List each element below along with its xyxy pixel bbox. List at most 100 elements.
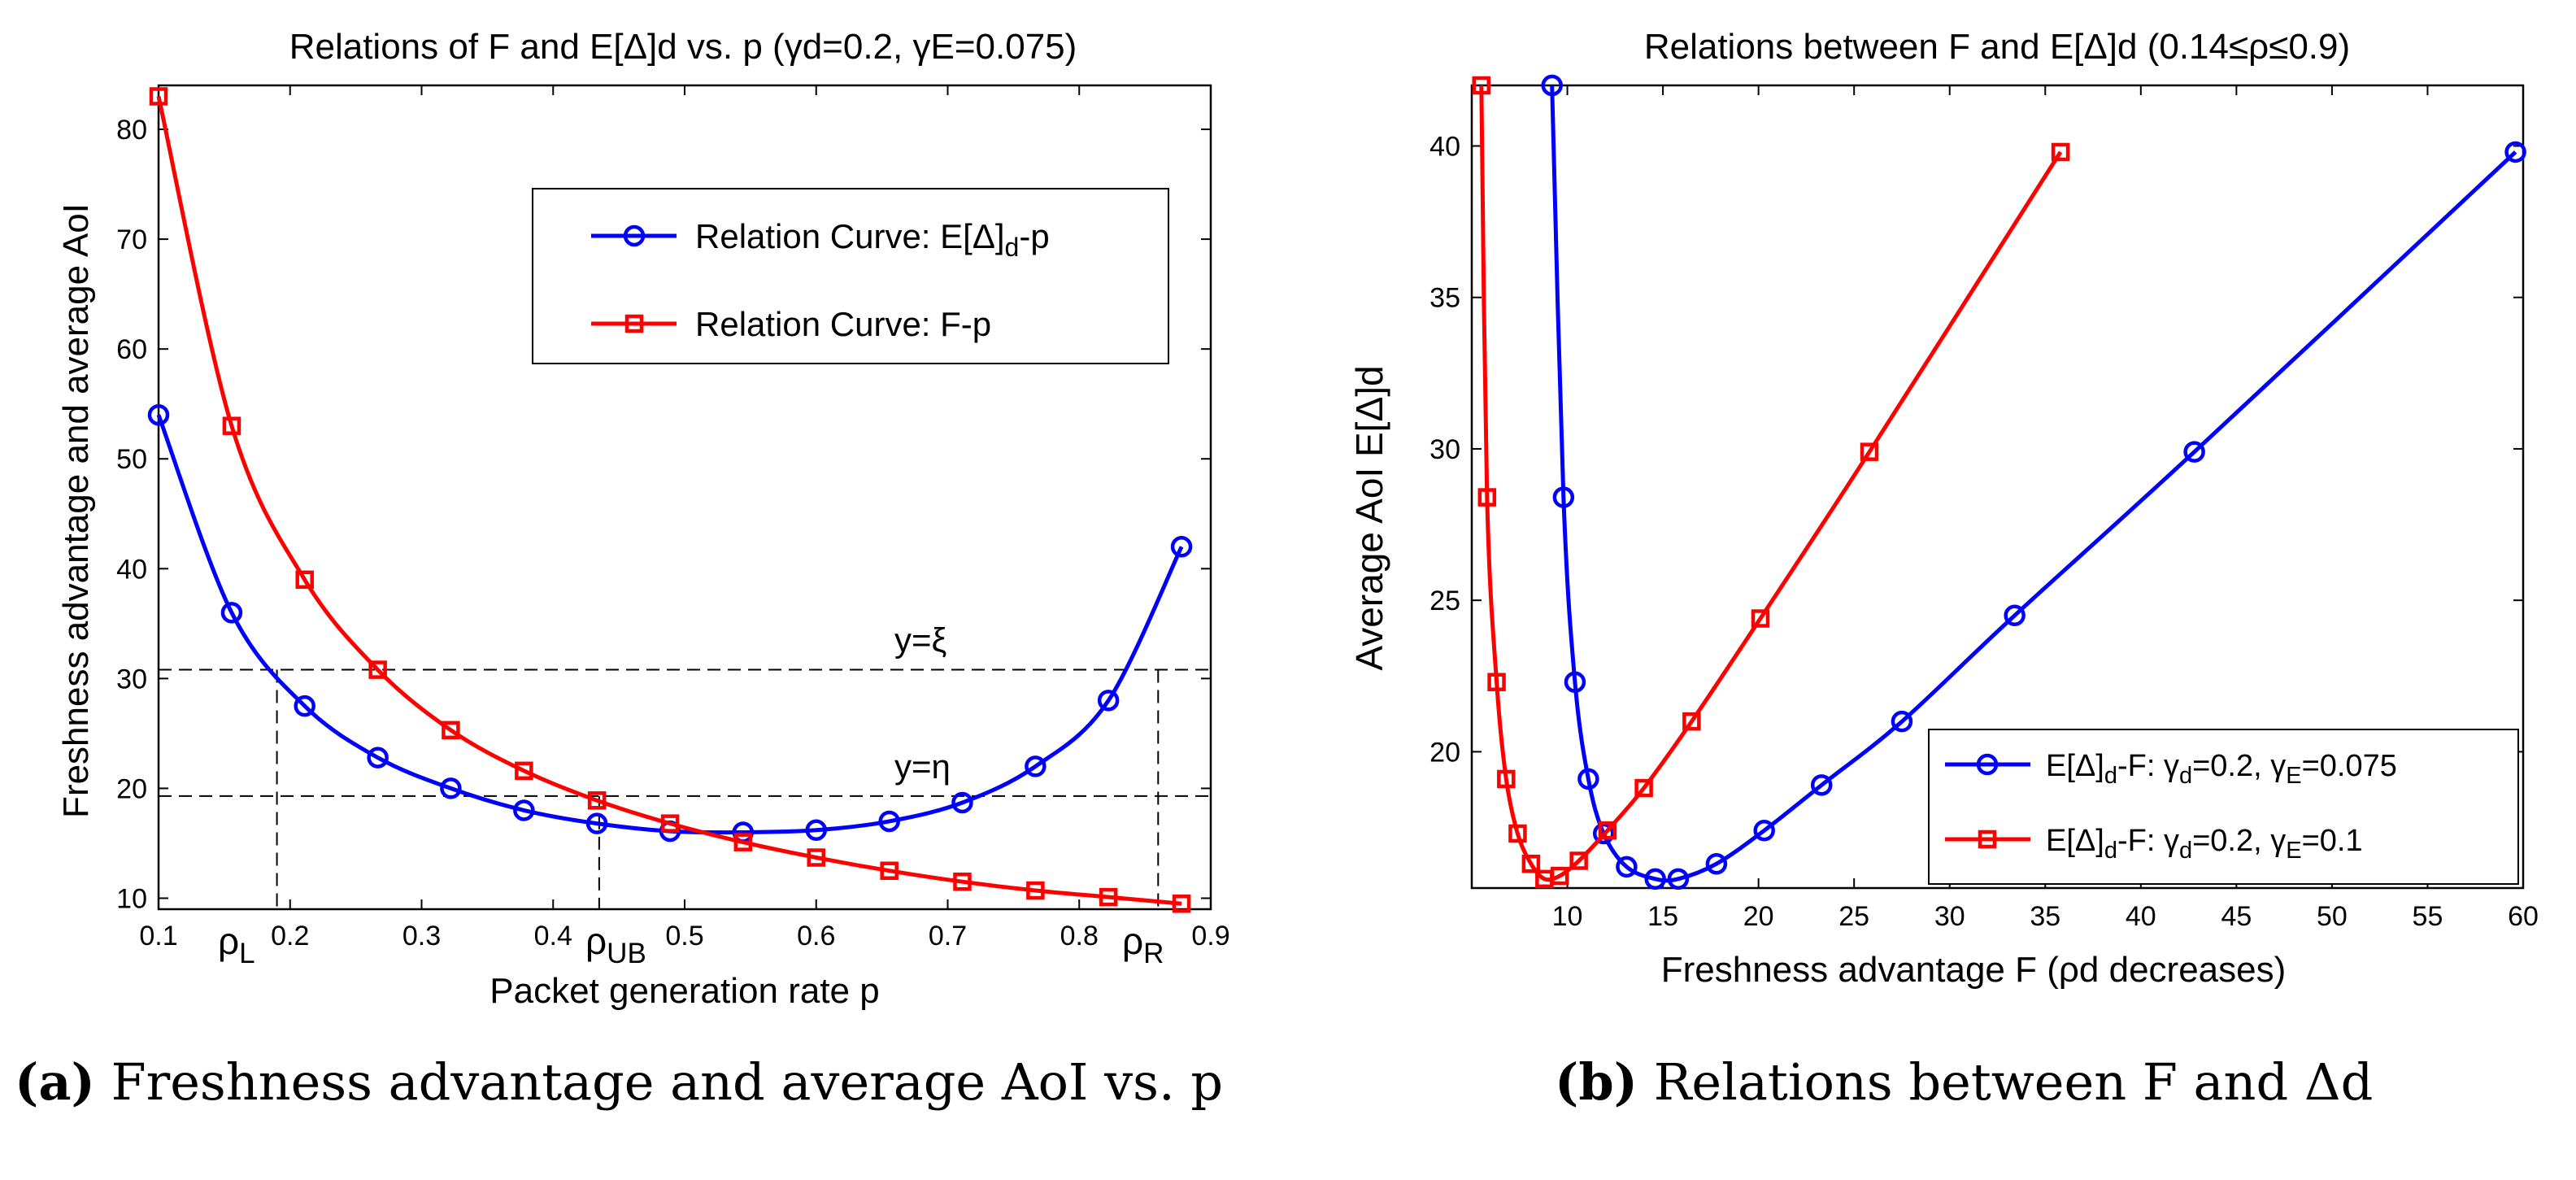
chart-b-title: Relations between F and E[Δ]d (0.14≤ρ≤0.… <box>1644 27 2350 67</box>
chart-b-xtick-label: 45 <box>2221 901 2252 932</box>
chart-a-ytick-label: 60 <box>116 334 147 365</box>
chart-b-ytick-label: 25 <box>1429 586 1460 616</box>
chart-b-ylabel: Average AoI E[Δ]d <box>1348 365 1390 670</box>
chart-b-legend-box <box>1928 729 2519 885</box>
caption-b-label: (b) <box>1555 1052 1638 1112</box>
chart-b-xtick-label: 15 <box>1647 901 1678 932</box>
chart-b-legend-label: E[Δ]d-F: γd=0.2, γE=0.075 <box>2046 749 2397 789</box>
chart-b-series-red-point <box>1860 442 1879 461</box>
chart-a-series-freshness-point <box>587 791 607 810</box>
chart-b-ytick-label: 20 <box>1429 737 1460 768</box>
chart-a-xtick-label: 0.6 <box>797 921 835 951</box>
chart-b-xtick-label: 20 <box>1743 901 1774 932</box>
chart-b-legend-marker <box>1978 829 1997 849</box>
chart-a-series-aoi-point <box>585 812 608 834</box>
chart-b-series-blue-point <box>1577 768 1599 790</box>
chart-b-series-blue-point <box>1552 486 1575 508</box>
chart-a-series-freshness-point <box>733 833 753 851</box>
chart-b-series-blue-point <box>1705 852 1728 875</box>
chart-b-series-red-point <box>1472 76 1491 95</box>
chart-a-reference-label: y=ξ <box>894 621 946 660</box>
chart-a-xtick-label: 0.4 <box>534 921 572 951</box>
chart-b-series-red-point <box>1598 821 1617 840</box>
chart-a-legend-marker <box>624 314 644 333</box>
chart-a-xtick-label: 0.5 <box>665 921 703 951</box>
chart-b-xtick-label: 25 <box>1838 901 1869 932</box>
chart-a-series-freshness-point <box>222 416 242 435</box>
chart-b-xtick-label: 50 <box>2317 901 2348 932</box>
chart-a-series-freshness-point <box>807 848 825 867</box>
chart-a-title: Relations of F and E[Δ]d vs. p (γd=0.2, … <box>289 27 1077 67</box>
chart-a-legend: Relation Curve: E[Δ]d-p Relation Curve: F… <box>532 188 1169 364</box>
chart-a-xtick-label: 0.8 <box>1060 921 1099 951</box>
chart-b-series-red-point <box>1634 778 1653 798</box>
chart-a-reference-label: y=η <box>894 747 951 786</box>
chart-b-series-blue-line <box>1550 85 2517 883</box>
chart-b-ytick-label: 35 <box>1429 283 1460 314</box>
chart-b-series-red-point <box>1497 769 1516 789</box>
caption-a-text: Freshness advantage and average AoI vs. … <box>111 1052 1224 1112</box>
chart-a-xtick-label: 0.1 <box>139 921 177 951</box>
chart-a-rho-R-label: ρR <box>1122 920 1164 969</box>
chart-a-ytick-label: 80 <box>116 115 147 146</box>
chart-b-xtick-label: 55 <box>2413 901 2443 932</box>
chart-b-series-blue-point <box>1644 868 1666 890</box>
chart-b-series-red-point <box>1682 712 1701 731</box>
caption-a: (a) Freshness advantage and average AoI … <box>15 1057 1223 1108</box>
chart-a-rho-L-label: ρL <box>218 920 255 969</box>
chart-a-legend-label: Relation Curve: F-p <box>695 305 991 343</box>
chart-b-series-blue-point <box>1753 819 1775 842</box>
chart-b-series-red-point <box>1751 609 1770 628</box>
chart-a-series-aoi-point <box>1097 690 1120 712</box>
chart-a-xtick-label: 0.3 <box>402 921 441 951</box>
chart-a-series-freshness-point <box>515 761 533 781</box>
chart-b-legend-marker <box>1976 753 1999 776</box>
chart-a-ytick-label: 30 <box>116 664 147 695</box>
chart-a-series-aoi-point <box>440 777 462 799</box>
chart-b-series-red-point <box>1550 866 1569 886</box>
chart-a-series-aoi-point <box>513 799 535 821</box>
chart-b-series-red-point <box>1569 851 1588 870</box>
chart-a-ylabel: Freshness advantage and average AoI <box>56 203 96 818</box>
chart-a-series-aoi-point <box>147 403 170 426</box>
chart-b-legend: E[Δ]d-F: γd=0.2, γE=0.075 E[Δ]d-F: γd=0.2… <box>1928 729 2519 885</box>
chart-b-series-blue-point <box>1616 856 1638 878</box>
caption-a-label: (a) <box>15 1052 95 1112</box>
chart-a-series-freshness-point <box>442 721 460 740</box>
chart-b-series-blue-point <box>1541 74 1563 97</box>
chart-b-xlabel: Freshness advantage F (ρd decreases) <box>1661 950 2287 990</box>
chart-a-series-freshness-point <box>953 872 972 891</box>
chart-a-ytick-label: 10 <box>116 883 147 914</box>
chart-b-xtick-label: 30 <box>1934 901 1965 932</box>
chart-b-series-blue-point <box>2183 441 2205 463</box>
chart-a-xtick-label: 0.9 <box>1191 921 1229 951</box>
caption-b-text: Relations between F and Δd <box>1653 1052 2374 1112</box>
chart-a-xtick-label: 0.2 <box>271 921 309 951</box>
chart-a-series-aoi-point <box>1170 536 1193 558</box>
chart-a-ytick-label: 50 <box>116 444 147 475</box>
chart-b-series-blue-point <box>1891 710 1913 733</box>
chart-b-ytick-label: 40 <box>1429 131 1460 162</box>
chart-b-series-red-point <box>1521 854 1541 873</box>
chart-b-xtick-label: 10 <box>1552 901 1583 932</box>
chart-b-xtick-label: 60 <box>2508 901 2539 932</box>
chart-a-rho-UB-label: ρUB <box>585 920 646 969</box>
chart-a-series-freshness-point <box>660 814 680 833</box>
chart-a-series-aoi-point <box>805 819 827 842</box>
chart-a-ytick-label: 40 <box>116 554 147 585</box>
chart-b-xtick-label: 35 <box>2030 901 2060 932</box>
chart-b-xtick-label: 40 <box>2126 901 2156 932</box>
chart-a-legend-box <box>532 188 1169 364</box>
chart-b-series-red-line <box>1479 85 2063 882</box>
chart-a-plot: 0.1 0.2 0.3 0.4 0.5 0.6 0.7 0.8 0.9 10 20 30 40 50 60 7… <box>116 84 1230 969</box>
chart-b-series-blue-point <box>2504 141 2526 163</box>
chart-a-series-aoi-point <box>220 602 243 624</box>
chart-a-series-freshness-point <box>295 570 314 590</box>
chart-a-series-freshness-point <box>880 861 899 880</box>
chart-a-legend-marker <box>623 224 646 247</box>
chart-a-series-freshness-point <box>1172 894 1191 913</box>
chart-b-series-blue-point <box>2004 604 2026 627</box>
chart-a-xtick-label: 0.7 <box>929 921 967 951</box>
chart-b-legend-label: E[Δ]d-F: γd=0.2, γE=0.1 <box>2046 824 2363 864</box>
